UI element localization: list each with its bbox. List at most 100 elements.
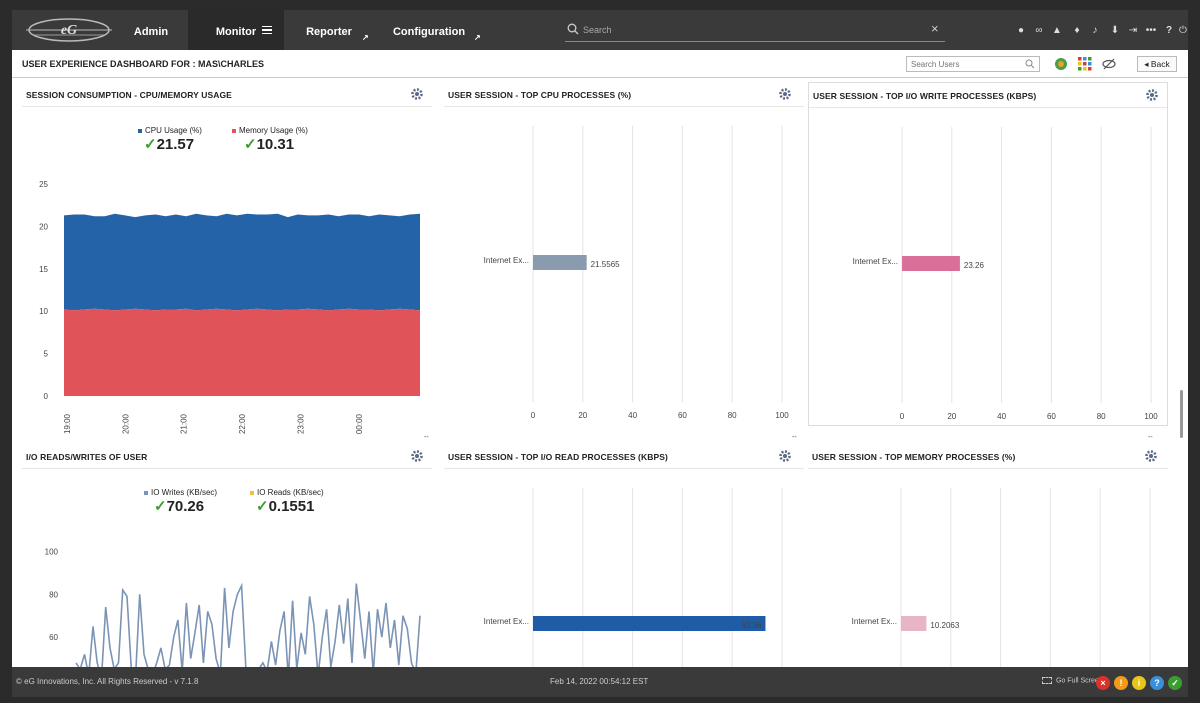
hide-icon[interactable] bbox=[1102, 57, 1116, 71]
search-users-box bbox=[906, 56, 1040, 72]
download-icon[interactable]: ⬇ bbox=[1110, 25, 1120, 36]
fullscreen-icon bbox=[1042, 677, 1052, 684]
memory-usage-area bbox=[64, 308, 420, 396]
scrollbar[interactable] bbox=[1180, 390, 1183, 438]
alarm-icon[interactable]: ♦ bbox=[1074, 25, 1080, 36]
io-reads-writes-line-chart: 60 80 100 bbox=[45, 547, 421, 670]
eg-logo[interactable]: eG bbox=[24, 16, 114, 44]
fullscreen-button[interactable]: Go Full Screen bbox=[1042, 677, 1103, 684]
alert-monitor-icon[interactable]: ▲ bbox=[1052, 25, 1062, 36]
category-label: Internet Ex... bbox=[484, 256, 529, 265]
x-tick-label: 100 bbox=[775, 411, 789, 420]
top-memory-panel: USER SESSION - TOP MEMORY PROCESSES (%) … bbox=[808, 444, 1168, 669]
x-tick-label: 21:00 bbox=[180, 413, 189, 434]
globe-icon[interactable] bbox=[1054, 57, 1068, 71]
top-io-read-bar-chart: Internet Ex... 93.36 bbox=[484, 488, 783, 669]
power-icon[interactable]: ⏻ bbox=[1179, 25, 1187, 36]
x-tick-label: 23:00 bbox=[296, 413, 305, 434]
panel-divider bbox=[22, 468, 432, 469]
external-link-icon: ↗ bbox=[362, 33, 369, 42]
legend-swatch bbox=[144, 490, 148, 495]
hamburger-menu-icon[interactable] bbox=[262, 26, 272, 34]
x-tick-label: 0 bbox=[900, 412, 905, 421]
tab-admin[interactable]: Admin bbox=[133, 26, 169, 38]
category-label: Internet Ex... bbox=[852, 617, 897, 626]
gear-icon[interactable] bbox=[778, 449, 792, 463]
more-marker: -- bbox=[792, 434, 797, 441]
top-cpu-bar-chart: 0 20 40 60 80 100 Internet Ex... 21.5565 bbox=[484, 126, 789, 420]
x-tick-label: 00:00 bbox=[355, 413, 364, 434]
x-tick-label: 100 bbox=[1144, 412, 1158, 421]
panel-divider bbox=[809, 107, 1167, 108]
x-tick-label: 0 bbox=[531, 411, 536, 420]
app-window: eG Admin Monitor Reporter ↗ Configuration… bbox=[12, 10, 1188, 697]
panel-title: USER SESSION - TOP CPU PROCESSES (%) bbox=[448, 90, 632, 100]
footer-timestamp: Feb 14, 2022 00:54:12 EST bbox=[550, 677, 649, 686]
search-icon[interactable] bbox=[1025, 59, 1035, 69]
signin-icon[interactable]: ⇥ bbox=[1128, 25, 1138, 36]
check-icon: ✓ bbox=[154, 498, 167, 515]
check-icon: ✓ bbox=[244, 136, 257, 153]
y-tick-label: 10 bbox=[39, 307, 48, 316]
panel-divider bbox=[22, 106, 432, 107]
top-cpu-panel: USER SESSION - TOP CPU PROCESSES (%) 0 20… bbox=[444, 82, 804, 444]
y-tick-label: 20 bbox=[39, 222, 48, 231]
io-reads-value: 0.1551 bbox=[268, 498, 315, 515]
x-tick-label: 80 bbox=[728, 411, 737, 420]
panel-title: USER SESSION - TOP I/O READ PROCESSES (K… bbox=[448, 452, 668, 462]
critical-icon[interactable]: × bbox=[1096, 676, 1110, 690]
more-icon[interactable]: ••• bbox=[1145, 25, 1157, 36]
x-tick-label: 80 bbox=[1097, 412, 1106, 421]
top-memory-bar-chart: Internet Ex... 10.2063 bbox=[852, 488, 1151, 669]
x-tick-label: 40 bbox=[997, 412, 1006, 421]
search-input[interactable] bbox=[583, 25, 903, 35]
top-io-write-panel: USER SESSION - TOP I/O WRITE PROCESSES (… bbox=[808, 82, 1168, 426]
gear-icon[interactable] bbox=[1145, 88, 1159, 102]
dashboard-header: USER EXPERIENCE DASHBOARD FOR : MAS\CHAR… bbox=[12, 50, 1188, 78]
grid-view-icon[interactable] bbox=[1078, 57, 1092, 71]
gear-icon[interactable] bbox=[410, 87, 424, 101]
value-label: 23.26 bbox=[964, 261, 985, 270]
gear-icon[interactable] bbox=[410, 449, 424, 463]
legend-cpu: CPU Usage (%) ✓21.57 bbox=[138, 126, 228, 154]
search-users-input[interactable] bbox=[907, 57, 1017, 71]
x-tick-label: 60 bbox=[1047, 412, 1056, 421]
user-icon[interactable]: ● bbox=[1017, 25, 1025, 36]
search-icon bbox=[567, 23, 579, 35]
tab-configuration[interactable]: Configuration ↗ bbox=[374, 10, 484, 50]
legend-io-reads: IO Reads (KB/sec) ✓0.1551 bbox=[250, 488, 350, 516]
io-reads-writes-panel: I/O READS/WRITES OF USER IO Writes (KB/s… bbox=[22, 444, 432, 670]
top-io-read-panel: USER SESSION - TOP I/O READ PROCESSES (K… bbox=[444, 444, 804, 669]
bar bbox=[902, 256, 960, 271]
more-marker: -- bbox=[1148, 434, 1153, 441]
cpu-usage-area bbox=[64, 213, 420, 311]
bar bbox=[901, 616, 927, 631]
unknown-icon[interactable]: ? bbox=[1150, 676, 1164, 690]
cpu-memory-panel: SESSION CONSUMPTION - CPU/MEMORY USAGE C… bbox=[22, 82, 432, 444]
memory-usage-value: 10.31 bbox=[256, 136, 295, 153]
legend-swatch bbox=[232, 128, 236, 133]
link-icon[interactable]: ∞ bbox=[1035, 25, 1043, 36]
y-tick-label: 60 bbox=[49, 633, 58, 642]
x-tick-label: 20 bbox=[578, 411, 587, 420]
back-button[interactable]: ◂ Back bbox=[1137, 56, 1177, 72]
io-writes-line bbox=[75, 582, 421, 670]
legend-swatch bbox=[138, 128, 142, 133]
panel-divider bbox=[444, 468, 804, 469]
y-tick-label: 0 bbox=[44, 392, 49, 401]
cpu-usage-value: 21.57 bbox=[156, 136, 195, 153]
tab-monitor[interactable]: Monitor bbox=[188, 10, 284, 50]
major-icon[interactable]: ! bbox=[1114, 676, 1128, 690]
clear-search-icon[interactable]: × bbox=[931, 21, 939, 36]
back-arrow-icon: ◂ bbox=[1144, 59, 1151, 69]
notification-icon[interactable]: ♪ bbox=[1092, 25, 1098, 36]
top-navigation: eG Admin Monitor Reporter ↗ Configuration… bbox=[12, 10, 1188, 50]
normal-icon[interactable]: ✓ bbox=[1168, 676, 1182, 690]
tab-reporter[interactable]: Reporter ↗ bbox=[284, 10, 374, 50]
help-icon[interactable]: ? bbox=[1165, 25, 1173, 36]
gear-icon[interactable] bbox=[778, 87, 792, 101]
check-icon: ✓ bbox=[144, 136, 157, 153]
panel-title: USER SESSION - TOP I/O WRITE PROCESSES (… bbox=[813, 91, 1037, 101]
gear-icon[interactable] bbox=[1144, 449, 1158, 463]
minor-icon[interactable]: i bbox=[1132, 676, 1146, 690]
